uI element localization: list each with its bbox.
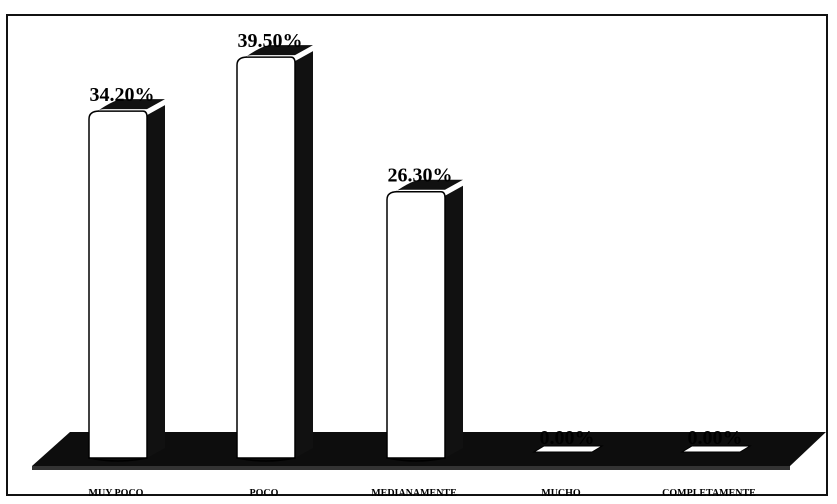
bar-base bbox=[236, 457, 296, 462]
tick-label: MUY POCO bbox=[89, 488, 144, 499]
tick-label: MUCHO bbox=[541, 488, 581, 499]
tick-label: COMPLETAMENTE bbox=[662, 488, 756, 499]
bar bbox=[236, 56, 296, 459]
bar bbox=[680, 445, 752, 453]
bar-top bbox=[237, 45, 313, 64]
bar-side bbox=[147, 105, 165, 458]
bar bbox=[88, 110, 148, 459]
tick-label: MEDIANAMENTE bbox=[371, 488, 457, 499]
bar-side bbox=[295, 51, 313, 458]
chart-floor-edge bbox=[32, 466, 790, 470]
bar bbox=[532, 445, 604, 453]
data-label: 0.00% bbox=[540, 427, 595, 449]
bar-side bbox=[445, 185, 463, 459]
bar-top bbox=[387, 179, 463, 198]
bar-base bbox=[88, 457, 148, 462]
data-label: 34.20% bbox=[90, 84, 155, 106]
bar-base bbox=[386, 457, 446, 462]
bar bbox=[386, 190, 446, 459]
bar-top bbox=[89, 99, 165, 118]
data-label: 0.00% bbox=[688, 427, 743, 449]
data-label: 26.30% bbox=[388, 165, 453, 187]
tick-label: POCO bbox=[250, 488, 279, 499]
data-label: 39.50% bbox=[238, 30, 303, 52]
